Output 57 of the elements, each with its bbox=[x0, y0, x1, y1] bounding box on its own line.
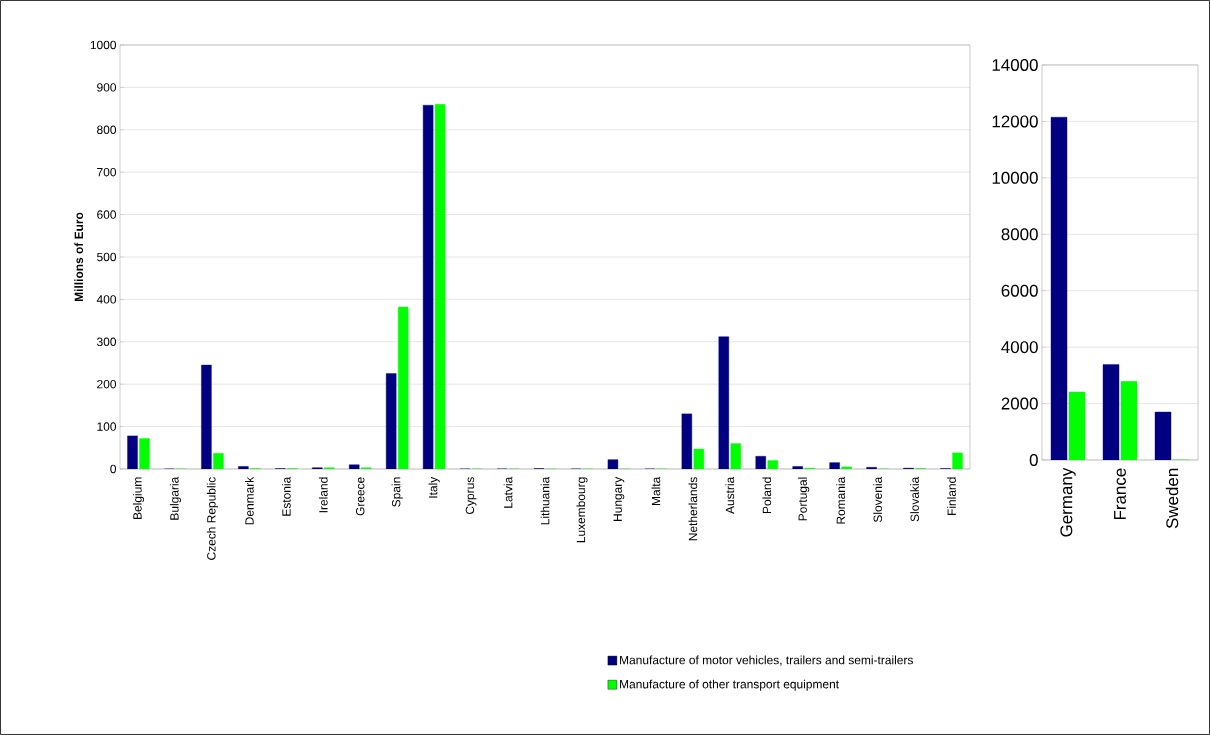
x-tick-label: Finland bbox=[947, 477, 956, 515]
x-tick-label: Greece bbox=[356, 477, 365, 516]
bar bbox=[952, 452, 963, 469]
y-tick-label: 12000 bbox=[992, 115, 1038, 128]
y-tick-label: 500 bbox=[97, 252, 117, 262]
y-axis-title: Millions of Euro bbox=[74, 212, 84, 302]
x-tick-label: Bulgaria bbox=[169, 476, 182, 520]
y-tick-label: 2000 bbox=[1001, 397, 1038, 410]
y-tick-label: 8000 bbox=[1001, 228, 1038, 241]
y-tick-label: 0 bbox=[110, 464, 117, 474]
x-tick-label: Belgium bbox=[132, 477, 145, 519]
x-tick-label: Estonia bbox=[281, 476, 291, 516]
bar bbox=[693, 448, 705, 469]
x-tick-label: Slovenia bbox=[873, 476, 882, 523]
legend-label: Manufacture of motor vehicles, trailers and semi-trailers bbox=[620, 655, 913, 666]
y-tick-label: 800 bbox=[97, 125, 117, 135]
x-tick-label: Romania bbox=[836, 476, 846, 524]
y-tick-label: 1000 bbox=[90, 40, 117, 50]
x-tick-label: Austria bbox=[725, 476, 735, 514]
x-tick-label: Lithuania bbox=[540, 476, 550, 525]
x-tick-label: Czech Republic bbox=[206, 477, 218, 560]
bar bbox=[213, 453, 224, 469]
x-tick-label: Malta bbox=[651, 476, 661, 506]
x-tick-label: Spain bbox=[391, 477, 403, 507]
x-tick-label: Ireland bbox=[318, 477, 328, 513]
y-tick-label: 6000 bbox=[1001, 284, 1038, 297]
bar bbox=[139, 438, 150, 469]
x-tick-label: Poland bbox=[762, 477, 772, 513]
bar bbox=[767, 460, 778, 469]
bar bbox=[841, 466, 852, 469]
y-tick-label: 700 bbox=[97, 167, 117, 177]
y-tick-label: 100 bbox=[97, 422, 117, 431]
x-tick-label: Italy bbox=[428, 476, 440, 498]
y-tick-label: 600 bbox=[97, 210, 117, 219]
y-tick-label: 300 bbox=[97, 337, 117, 347]
x-tick-label: Denmark bbox=[244, 476, 254, 525]
bar bbox=[730, 443, 741, 469]
y-tick-label: 400 bbox=[96, 295, 117, 304]
y-tick-label: 4000 bbox=[1001, 341, 1038, 354]
y-tick-label: 200 bbox=[97, 379, 117, 389]
x-tick-label: France bbox=[1114, 468, 1126, 520]
x-tick-label: Luxembourg bbox=[576, 477, 588, 543]
y-tick-label: 14000 bbox=[992, 58, 1038, 71]
y-tick-label: 0 bbox=[1029, 453, 1038, 466]
bar bbox=[434, 104, 446, 469]
x-tick-label: Germany bbox=[1060, 467, 1076, 537]
x-tick-label: Portugal bbox=[798, 477, 810, 521]
bar bbox=[397, 306, 409, 469]
x-tick-label: Netherlands bbox=[688, 477, 698, 541]
y-tick-label: 900 bbox=[97, 83, 117, 92]
x-tick-label: Slovakia bbox=[910, 476, 919, 522]
x-tick-label: Latvia bbox=[503, 476, 513, 508]
x-tick-label: Cyprus bbox=[465, 477, 477, 515]
legend-label: Manufacture of other transport equipment bbox=[620, 679, 839, 691]
x-tick-label: Sweden bbox=[1165, 468, 1179, 529]
y-tick-label: 10000 bbox=[992, 171, 1038, 184]
x-tick-label: Hungary bbox=[613, 476, 625, 521]
